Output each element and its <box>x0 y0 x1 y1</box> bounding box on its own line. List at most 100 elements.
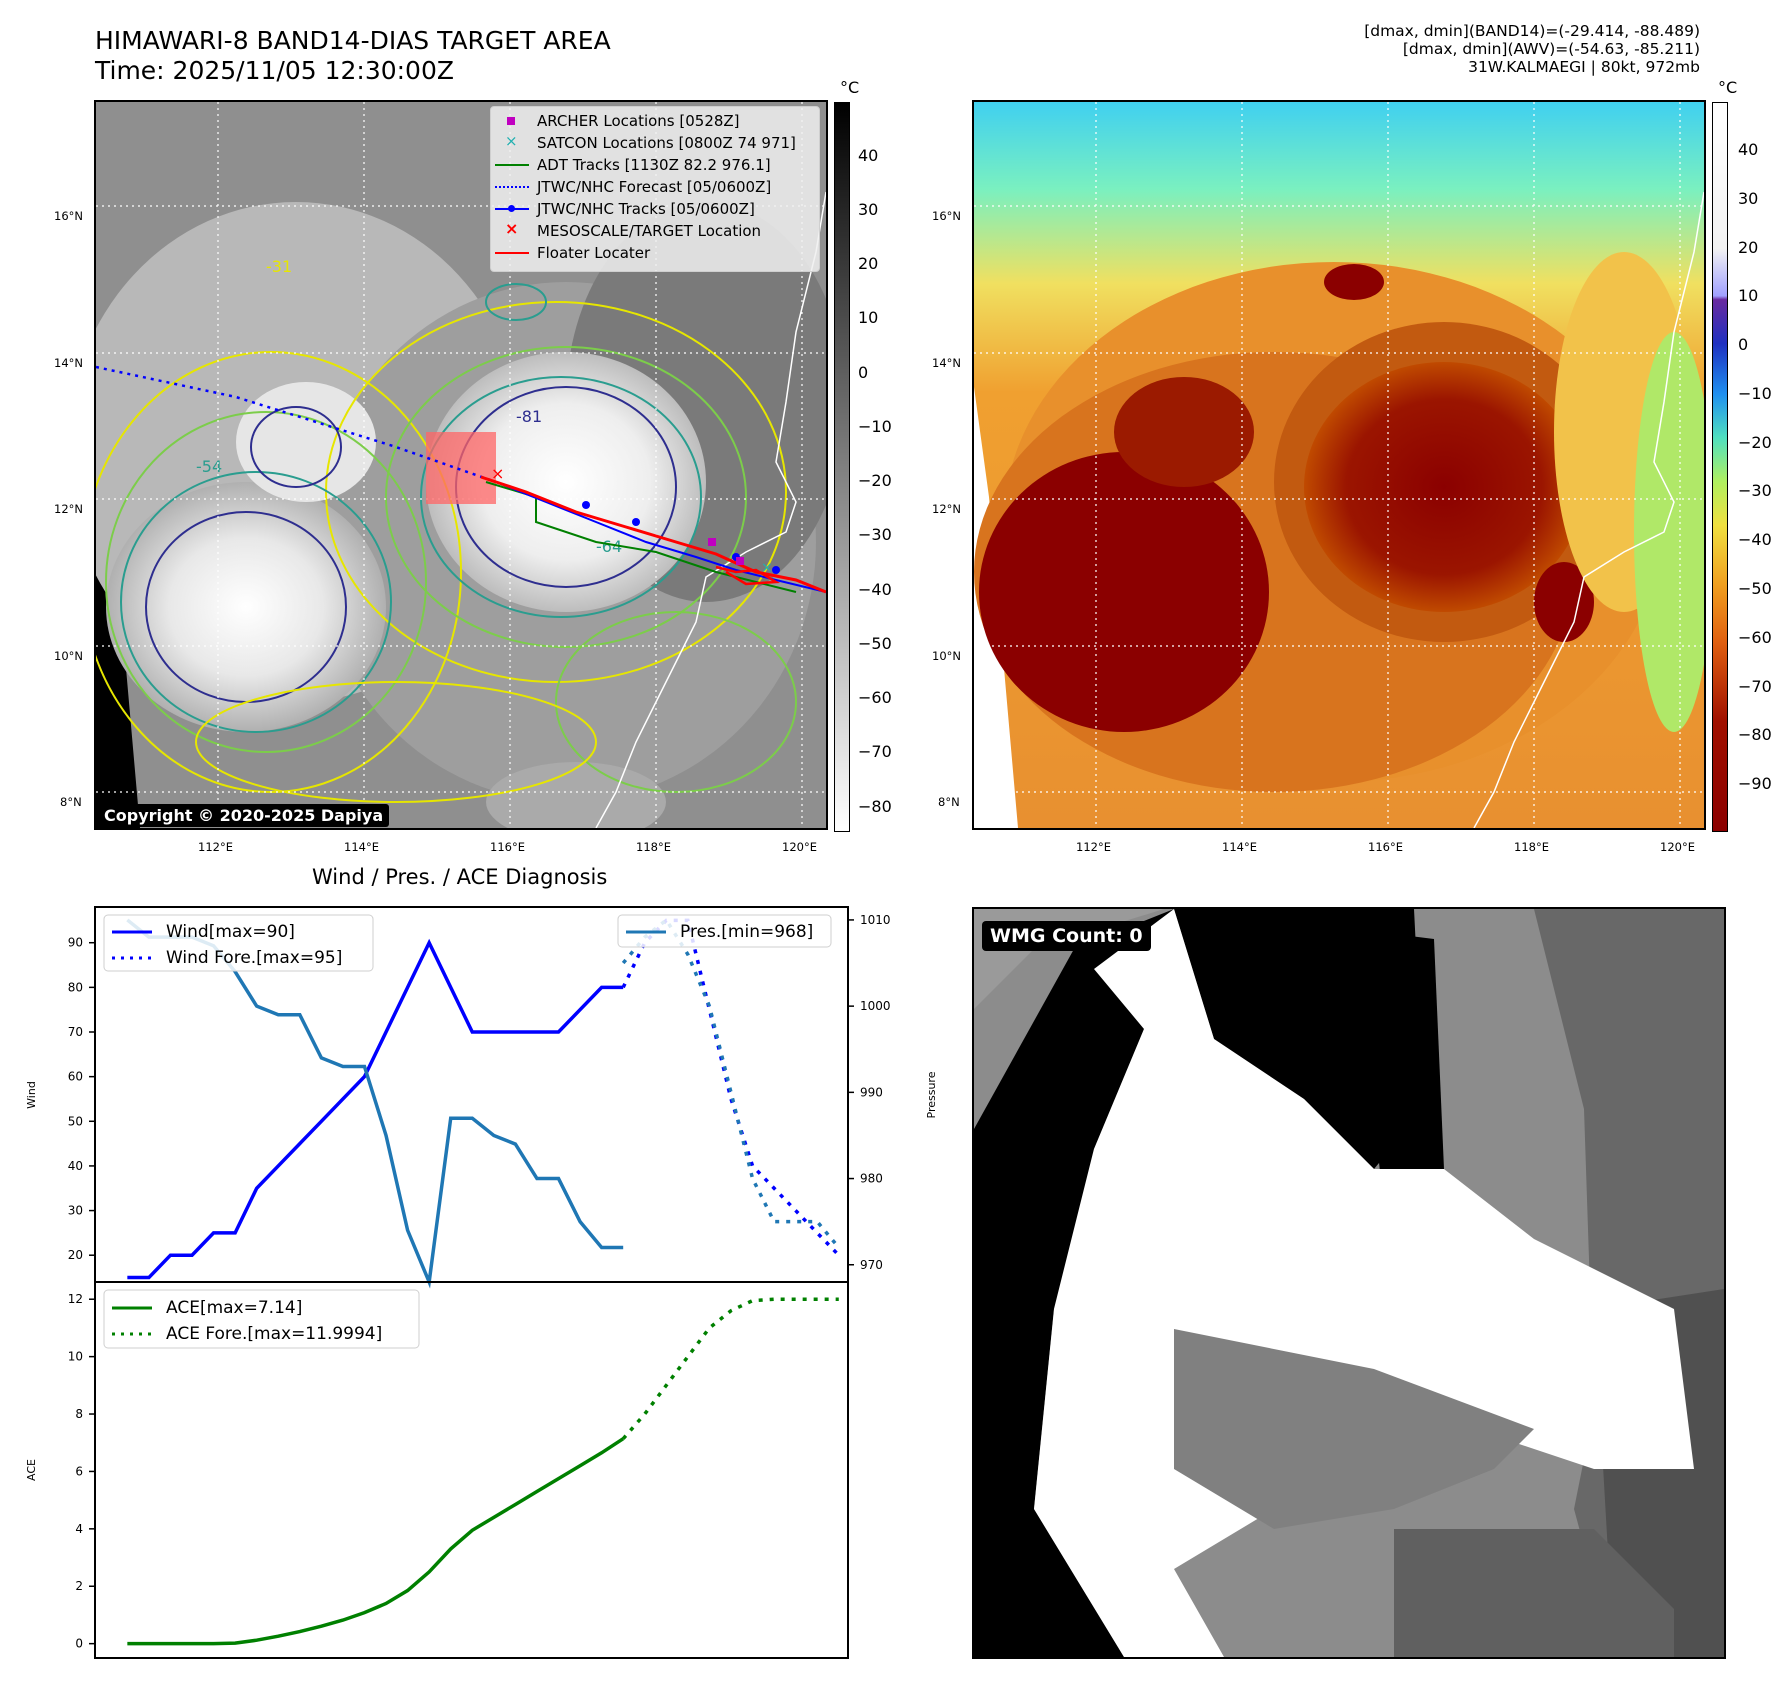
wind-legend: Wind[max=90] Wind Fore.[max=95] <box>103 914 374 972</box>
legend-item-jtwc-forecast: JTWC/NHC Forecast [05/0600Z] <box>491 176 819 198</box>
contour-label-54: -54 <box>196 457 222 476</box>
info-band14: [dmax, dmin](BAND14)=(-29.414, -88.489) <box>1364 22 1700 40</box>
gray-colorbar-tick: −80 <box>858 797 892 816</box>
y-tick-label: 6 <box>75 1464 83 1478</box>
adt-track <box>485 481 797 593</box>
y-tick-label: 30 <box>68 1204 83 1218</box>
lon-tick: 112°E <box>1076 840 1111 854</box>
gray-colorbar-tick: −40 <box>858 580 892 599</box>
lon-tick: 112°E <box>198 840 233 854</box>
legend-ace: ACE[max=7.14] <box>166 1298 302 1318</box>
gray-colorbar-tick: 30 <box>858 200 879 219</box>
ir-color-map <box>972 100 1706 830</box>
lon-tick: 120°E <box>1660 840 1695 854</box>
x-marker-icon: × <box>505 132 518 150</box>
wmg-image <box>974 909 1724 1657</box>
color-colorbar-tick: −70 <box>1738 677 1772 696</box>
line-marker-icon <box>495 164 529 166</box>
color-colorbar-tick: 40 <box>1738 140 1759 159</box>
diagnosis-title: Wind / Pres. / ACE Diagnosis <box>312 865 608 889</box>
lat-tick: 16°N <box>54 209 83 223</box>
series-line-1 <box>621 1297 839 1440</box>
legend-wind-forecast: Wind Fore.[max=95] <box>166 948 342 968</box>
pressure-ylabel: Pressure <box>925 1071 938 1118</box>
lat-tick: 12°N <box>54 502 83 516</box>
wmg-panel: WMG Count: 0 <box>972 907 1726 1659</box>
color-colorbar-tick: −90 <box>1738 774 1772 793</box>
legend-item-adt: ADT Tracks [1130Z 82.2 976.1] <box>491 154 819 176</box>
lon-tick: 120°E <box>782 840 817 854</box>
gray-colorbar-tick: −50 <box>858 634 892 653</box>
lon-tick: 116°E <box>1368 840 1403 854</box>
y-tick-label: 70 <box>68 1025 83 1039</box>
color-colorbar-tick: −10 <box>1738 384 1772 403</box>
y-tick-label: 2 <box>75 1579 83 1593</box>
series-line-0 <box>127 1437 625 1646</box>
lon-tick: 118°E <box>636 840 671 854</box>
lon-tick: 118°E <box>1514 840 1549 854</box>
wind-ylabel: Wind <box>25 1081 38 1109</box>
legend-item-floater: Floater Locater <box>491 242 819 264</box>
gray-colorbar-tick: 0 <box>858 363 869 382</box>
copyright-label: Copyright © 2020-2025 Dapiya <box>98 804 390 827</box>
y2-tick-label: 1000 <box>860 999 891 1013</box>
legend-ace-forecast: ACE Fore.[max=11.9994] <box>166 1324 382 1344</box>
contour-label-31: -31 <box>266 257 292 276</box>
y2-tick-label: 980 <box>860 1172 883 1186</box>
y-tick-label: 12 <box>68 1292 83 1306</box>
color-colorbar-unit: °C <box>1718 78 1738 97</box>
y2-tick-label: 1010 <box>860 913 891 927</box>
legend-pressure: Pres.[min=968] <box>680 922 813 942</box>
svg-text:×: × <box>761 560 773 576</box>
lat-tick: 8°N <box>60 795 82 809</box>
lat-tick: 14°N <box>932 356 961 370</box>
map-grid <box>974 102 1704 828</box>
color-colorbar-tick: 20 <box>1738 238 1759 257</box>
title-line-2: Time: 2025/11/05 12:30:00Z <box>95 56 454 85</box>
diagnosis-chart: 20 30 40 50 60 70 80 90 970 980 990 1000 1010 0 2 4 6 8 1… <box>25 906 938 1659</box>
color-colorbar-tick: −30 <box>1738 481 1772 500</box>
color-colorbar-tick: −50 <box>1738 579 1772 598</box>
series-line-0 <box>126 918 624 1289</box>
gray-colorbar-tick: −70 <box>858 742 892 761</box>
lon-tick: 114°E <box>344 840 379 854</box>
figure-title: HIMAWARI-8 BAND14-DIAS TARGET AREA Time:… <box>95 26 611 86</box>
y-tick-label: 0 <box>75 1637 83 1651</box>
y-tick-label: 4 <box>75 1522 83 1536</box>
dmax-dmin-info: [dmax, dmin](BAND14)=(-29.414, -88.489) … <box>1364 22 1700 76</box>
legend-item-archer: ARCHER Locations [0528Z] <box>491 110 819 132</box>
y-tick-label: 80 <box>68 980 83 994</box>
square-marker-icon <box>507 117 515 125</box>
color-colorbar-tick: −20 <box>1738 433 1772 452</box>
legend-item-jtwc-tracks: JTWC/NHC Tracks [05/0600Z] <box>491 198 819 220</box>
info-awv: [dmax, dmin](AWV)=(-54.63, -85.211) <box>1402 40 1700 58</box>
contour-label-81: -81 <box>516 407 542 426</box>
lat-tick: 14°N <box>54 356 83 370</box>
gray-colorbar-unit: °C <box>840 78 860 97</box>
lat-tick: 12°N <box>932 502 961 516</box>
color-colorbar-tick: −80 <box>1738 725 1772 744</box>
lat-tick: 10°N <box>932 649 961 663</box>
ir-gray-map: -81 -64 -54 -31 × × <box>94 100 828 830</box>
floater-locater <box>480 475 826 594</box>
color-colorbar-tick: 10 <box>1738 286 1759 305</box>
pressure-legend: Pres.[min=968] <box>617 914 832 948</box>
map-legend: ARCHER Locations [0528Z] × SATCON Locati… <box>490 106 820 272</box>
color-colorbar-tick: 30 <box>1738 189 1759 208</box>
title-line-1: HIMAWARI-8 BAND14-DIAS TARGET AREA <box>95 26 611 55</box>
ace-ylabel: ACE <box>25 1459 38 1481</box>
gray-colorbar-tick: −30 <box>858 525 892 544</box>
gray-colorbar <box>834 102 850 832</box>
y-tick-label: 10 <box>68 1350 83 1364</box>
series-line-1 <box>621 917 841 1249</box>
gray-colorbar-tick: −20 <box>858 471 892 490</box>
ir-color-map-svg <box>974 102 1704 828</box>
wmg-count-label: WMG Count: 0 <box>982 921 1151 951</box>
jtwc-forecast-track <box>96 365 497 484</box>
y-tick-label: 50 <box>68 1114 83 1128</box>
gray-colorbar-tick: 20 <box>858 254 879 273</box>
y2-tick-label: 970 <box>860 1258 883 1272</box>
legend-item-satcon: × SATCON Locations [0800Z 74 971] <box>505 132 796 152</box>
gray-colorbar-tick: −60 <box>858 688 892 707</box>
lon-tick: 114°E <box>1222 840 1257 854</box>
